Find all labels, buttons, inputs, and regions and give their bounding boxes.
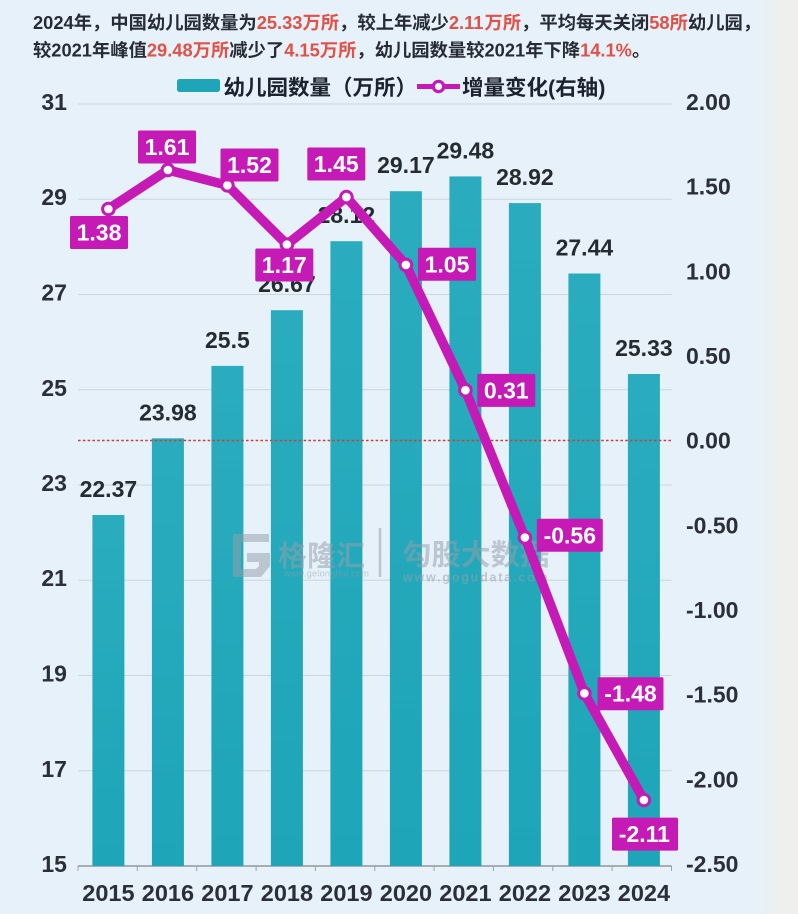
svg-text:29.48: 29.48 xyxy=(147,40,193,61)
svg-text:1.61: 1.61 xyxy=(145,134,190,160)
svg-text:0.50: 0.50 xyxy=(686,343,731,369)
svg-text:25.5: 25.5 xyxy=(205,327,250,353)
svg-text:21: 21 xyxy=(41,565,67,591)
svg-text:-2.50: -2.50 xyxy=(686,851,738,877)
svg-text:31: 31 xyxy=(41,89,67,115)
svg-text:2018: 2018 xyxy=(261,880,313,906)
svg-text:1.00: 1.00 xyxy=(686,258,731,284)
svg-text:www.gogudata.com: www.gogudata.com xyxy=(402,571,549,585)
svg-text:1.05: 1.05 xyxy=(425,251,470,277)
svg-text:1.38: 1.38 xyxy=(77,220,122,246)
svg-text:28.92: 28.92 xyxy=(496,164,554,190)
svg-text:1.45: 1.45 xyxy=(314,151,359,177)
svg-text:27: 27 xyxy=(41,280,67,306)
svg-text:22.37: 22.37 xyxy=(80,476,138,502)
svg-text:2023: 2023 xyxy=(558,880,610,906)
svg-text:0.31: 0.31 xyxy=(484,377,529,403)
svg-text:29.48: 29.48 xyxy=(437,137,495,163)
svg-text:17: 17 xyxy=(41,756,67,782)
svg-text:23.98: 23.98 xyxy=(139,399,197,425)
svg-text:-0.50: -0.50 xyxy=(686,512,738,538)
svg-text:23: 23 xyxy=(41,470,67,496)
svg-text:2015: 2015 xyxy=(82,880,134,906)
svg-text:2021: 2021 xyxy=(51,40,92,61)
svg-text:2021: 2021 xyxy=(485,40,526,61)
svg-text:2017: 2017 xyxy=(201,880,253,906)
svg-text:2.00: 2.00 xyxy=(686,89,731,115)
svg-text:1.50: 1.50 xyxy=(686,174,731,200)
svg-text:1.52: 1.52 xyxy=(227,152,272,178)
svg-text:2020: 2020 xyxy=(380,880,432,906)
svg-text:2.11: 2.11 xyxy=(449,12,484,33)
svg-text:(: ( xyxy=(548,76,556,100)
svg-text:19: 19 xyxy=(41,661,67,687)
svg-text:29: 29 xyxy=(41,184,67,210)
svg-text:27.44: 27.44 xyxy=(556,235,614,261)
svg-text:): ) xyxy=(598,76,605,100)
svg-text:25: 25 xyxy=(41,375,67,401)
svg-text:1.17: 1.17 xyxy=(262,252,307,278)
svg-text:-1.48: -1.48 xyxy=(604,681,657,707)
svg-text:-1.00: -1.00 xyxy=(686,597,738,623)
svg-text:2016: 2016 xyxy=(142,880,194,906)
svg-text:25.33: 25.33 xyxy=(615,335,673,361)
svg-text:-0.56: -0.56 xyxy=(544,522,596,548)
svg-text:0.00: 0.00 xyxy=(686,428,731,454)
svg-text:29.17: 29.17 xyxy=(377,152,435,178)
svg-text:58: 58 xyxy=(649,12,669,33)
svg-text:www.gelonghui.com: www.gelonghui.com xyxy=(283,569,369,579)
svg-text:-1.50: -1.50 xyxy=(686,682,738,708)
svg-text:-2.00: -2.00 xyxy=(686,766,738,792)
svg-text:2019: 2019 xyxy=(320,880,372,906)
svg-text:15: 15 xyxy=(41,851,67,877)
svg-text:25.33: 25.33 xyxy=(257,12,303,33)
svg-text:2024: 2024 xyxy=(618,880,670,906)
svg-text:14.1%: 14.1% xyxy=(580,40,632,61)
svg-text:2022: 2022 xyxy=(499,880,551,906)
svg-text:4.15: 4.15 xyxy=(284,40,320,61)
svg-text:2024: 2024 xyxy=(33,12,75,33)
svg-text:-2.11: -2.11 xyxy=(619,821,670,847)
svg-text:2021: 2021 xyxy=(439,880,491,906)
